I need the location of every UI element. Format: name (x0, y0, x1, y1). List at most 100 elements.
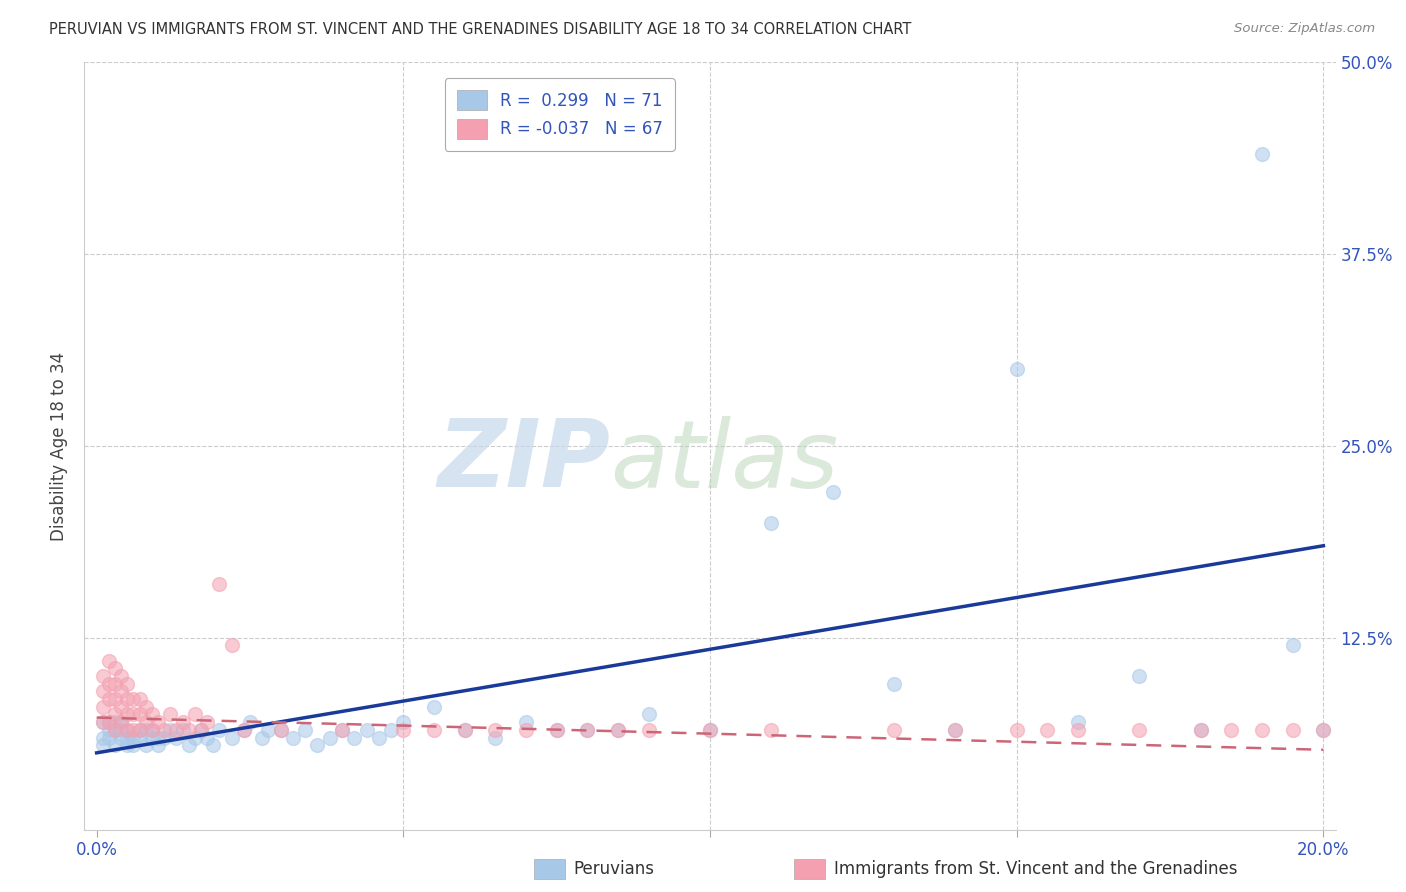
Point (761, 516, 783, 530)
Point (239, 715, 262, 730)
Point (91, 669, 114, 683)
Point (128, 723, 150, 737)
Text: Immigrants from St. Vincent and the Grenadines: Immigrants from St. Vincent and the Gren… (834, 860, 1237, 878)
Point (135, 699, 157, 714)
Point (883, 677, 905, 691)
Point (110, 699, 132, 714)
Point (195, 731, 218, 745)
Point (945, 723, 967, 737)
Point (281, 731, 304, 745)
Point (356, 723, 378, 737)
Point (1189, 723, 1212, 737)
Point (343, 731, 366, 745)
Point (637, 707, 659, 722)
Point (184, 707, 207, 722)
Point (367, 731, 389, 745)
Point (117, 731, 139, 745)
Point (202, 738, 225, 752)
Point (453, 723, 475, 737)
Point (135, 715, 157, 730)
Point (141, 707, 163, 722)
Point (146, 731, 169, 745)
Point (97, 677, 120, 691)
Point (1128, 723, 1150, 737)
Point (330, 723, 353, 737)
Point (122, 707, 145, 722)
Point (945, 723, 967, 737)
Point (97, 723, 120, 737)
Point (1067, 715, 1090, 730)
Point (122, 723, 145, 737)
Point (104, 707, 127, 722)
Point (515, 723, 537, 737)
Point (117, 738, 139, 752)
Point (104, 723, 127, 737)
Text: Peruvians: Peruvians (574, 860, 655, 878)
Point (1312, 723, 1334, 737)
Point (699, 723, 721, 737)
Point (91, 715, 114, 730)
Point (392, 715, 415, 730)
Point (699, 723, 721, 737)
Point (104, 692, 127, 706)
Point (821, 485, 844, 500)
Text: PERUVIAN VS IMMIGRANTS FROM ST. VINCENT AND THE GRENADINES DISABILITY AGE 18 TO : PERUVIAN VS IMMIGRANTS FROM ST. VINCENT … (49, 22, 911, 37)
Point (91, 699, 114, 714)
Point (1005, 362, 1028, 376)
Point (1251, 147, 1274, 161)
Text: ZIP: ZIP (437, 416, 610, 508)
Point (221, 731, 243, 745)
Point (1281, 639, 1303, 653)
Point (159, 707, 181, 722)
Point (208, 723, 231, 737)
Point (607, 723, 630, 737)
Point (159, 723, 181, 737)
Point (190, 723, 212, 737)
Point (270, 723, 292, 737)
Point (110, 715, 132, 730)
Point (515, 715, 537, 730)
Point (576, 723, 599, 737)
Point (392, 723, 415, 737)
Point (165, 723, 187, 737)
Point (141, 731, 163, 745)
Point (91, 738, 114, 752)
Point (128, 692, 150, 706)
Point (117, 723, 139, 737)
Point (104, 661, 127, 675)
Point (576, 723, 599, 737)
Point (1036, 723, 1059, 737)
Point (117, 707, 139, 722)
Point (1251, 723, 1274, 737)
Point (135, 738, 157, 752)
Point (110, 669, 132, 683)
Point (1281, 723, 1303, 737)
Point (165, 731, 187, 745)
Point (110, 723, 132, 737)
Point (91, 684, 114, 698)
Point (104, 723, 127, 737)
Point (546, 723, 568, 737)
Point (257, 723, 280, 737)
Text: atlas: atlas (610, 416, 838, 507)
Point (117, 677, 139, 691)
Point (128, 723, 150, 737)
Point (97, 715, 120, 730)
Point (141, 723, 163, 737)
Point (1312, 723, 1334, 737)
Point (91, 715, 114, 730)
Text: Source: ZipAtlas.com: Source: ZipAtlas.com (1234, 22, 1375, 36)
Point (172, 723, 194, 737)
Point (1067, 723, 1090, 737)
Y-axis label: Disability Age 18 to 34: Disability Age 18 to 34 (51, 351, 69, 541)
Point (1189, 723, 1212, 737)
Point (97, 715, 120, 730)
Point (110, 684, 132, 698)
Point (195, 715, 218, 730)
Point (153, 731, 176, 745)
Point (307, 738, 329, 752)
Point (117, 692, 139, 706)
Point (883, 723, 905, 737)
Point (546, 723, 568, 737)
Point (177, 723, 200, 737)
